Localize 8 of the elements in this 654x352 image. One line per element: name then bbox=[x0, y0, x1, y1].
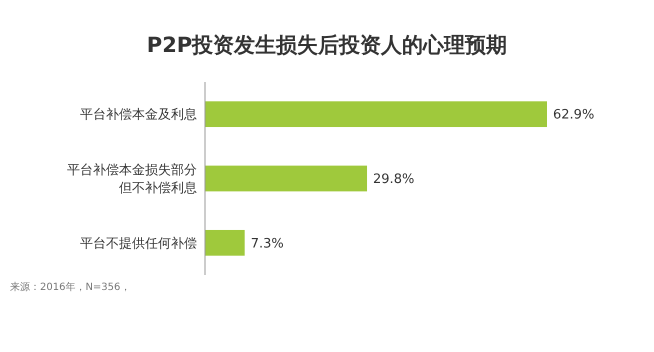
source-note: 来源：2016年，N=356， bbox=[10, 281, 130, 293]
chart-title: P2P投资发生损失后投资人的心理预期 bbox=[146, 33, 508, 57]
data-label: 7.3% bbox=[250, 236, 284, 252]
y-tick-label: 平台不提供任何补偿 bbox=[80, 236, 197, 252]
y-tick-label: 平台补偿本金及利息 bbox=[80, 108, 197, 123]
y-tick-label: 平台补偿本金损失部分但不补偿利息 bbox=[67, 163, 197, 196]
data-label: 29.8% bbox=[373, 172, 414, 188]
data-label: 62.9% bbox=[553, 108, 594, 123]
